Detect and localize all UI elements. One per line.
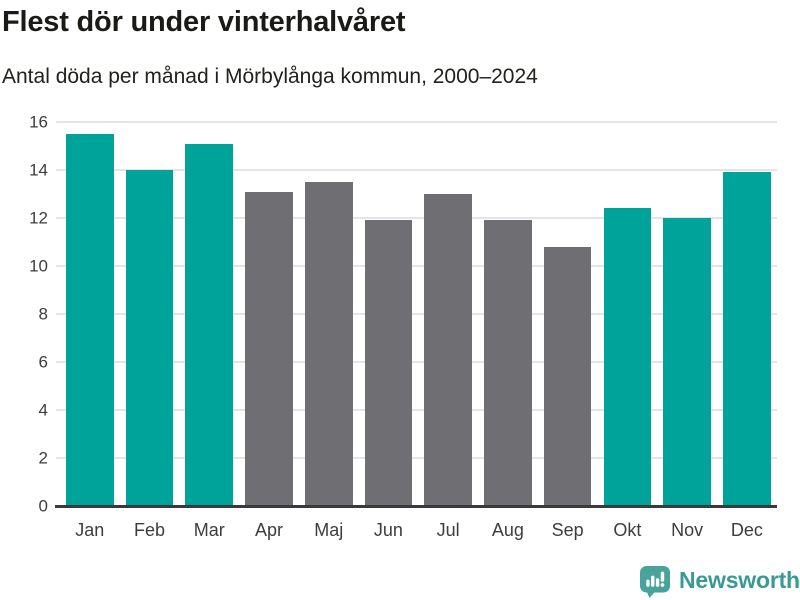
x-axis-month-label-dec: Dec: [730, 520, 763, 540]
y-axis-tick-label-6: 6: [38, 352, 48, 372]
y-axis-tick-label-16: 16: [29, 112, 48, 132]
x-axis-month-label-feb: Feb: [134, 520, 166, 540]
x-axis-month-label-apr: Apr: [254, 520, 283, 540]
y-axis-tick-label-14: 14: [29, 160, 48, 180]
chart-subtitle: Antal döda per månad i Mörbylånga kommun…: [2, 65, 538, 88]
x-axis-month-label-nov: Nov: [671, 520, 704, 540]
y-axis-tick-label-8: 8: [38, 304, 48, 324]
newsworthy-brand-name: Newsworthy: [679, 567, 800, 593]
y-axis-tick-label-10: 10: [29, 256, 48, 276]
gridline-y-12: [56, 217, 777, 219]
bar-aug: [484, 220, 532, 506]
x-axis-line: [55, 505, 777, 508]
x-axis-month-label-aug: Aug: [491, 520, 524, 540]
bar-apr: [245, 191, 293, 506]
gridline-y-6: [56, 361, 777, 363]
bar-mar: [185, 143, 234, 506]
x-axis-month-label-maj: Maj: [314, 520, 344, 540]
bar-dec: [723, 172, 771, 506]
bar-nov: [663, 218, 711, 506]
y-axis-tick-label-4: 4: [38, 400, 48, 420]
x-axis-month-label-okt: Okt: [613, 520, 642, 540]
chart-title: Flest dör under vinterhalvåret: [2, 6, 406, 38]
gridline-y-8: [56, 313, 777, 315]
x-axis-month-label-jul: Jul: [436, 520, 460, 540]
bar-feb: [125, 170, 174, 506]
bar-maj: [304, 182, 353, 506]
x-axis-month-label-jun: Jun: [373, 520, 403, 540]
gridline-y-14: [56, 169, 777, 171]
gridline-y-2: [56, 457, 777, 459]
bar-jun: [364, 220, 413, 506]
bar-okt: [603, 208, 652, 506]
gridline-y-4: [56, 409, 777, 411]
gridline-y-10: [56, 265, 777, 267]
bar-sep: [543, 246, 592, 506]
x-axis-month-label-mar: Mar: [193, 520, 225, 540]
y-axis-tick-label-0: 0: [38, 496, 48, 516]
newsworthy-logo-icon: [640, 566, 670, 598]
x-axis-month-label-jan: Jan: [75, 520, 105, 540]
y-axis-tick-label-2: 2: [38, 448, 48, 468]
x-axis-month-label-sep: Sep: [551, 520, 584, 540]
gridline-y-16: [56, 121, 777, 123]
y-axis-tick-label-12: 12: [29, 208, 48, 228]
bar-jan: [66, 134, 114, 506]
bar-jul: [424, 194, 472, 506]
